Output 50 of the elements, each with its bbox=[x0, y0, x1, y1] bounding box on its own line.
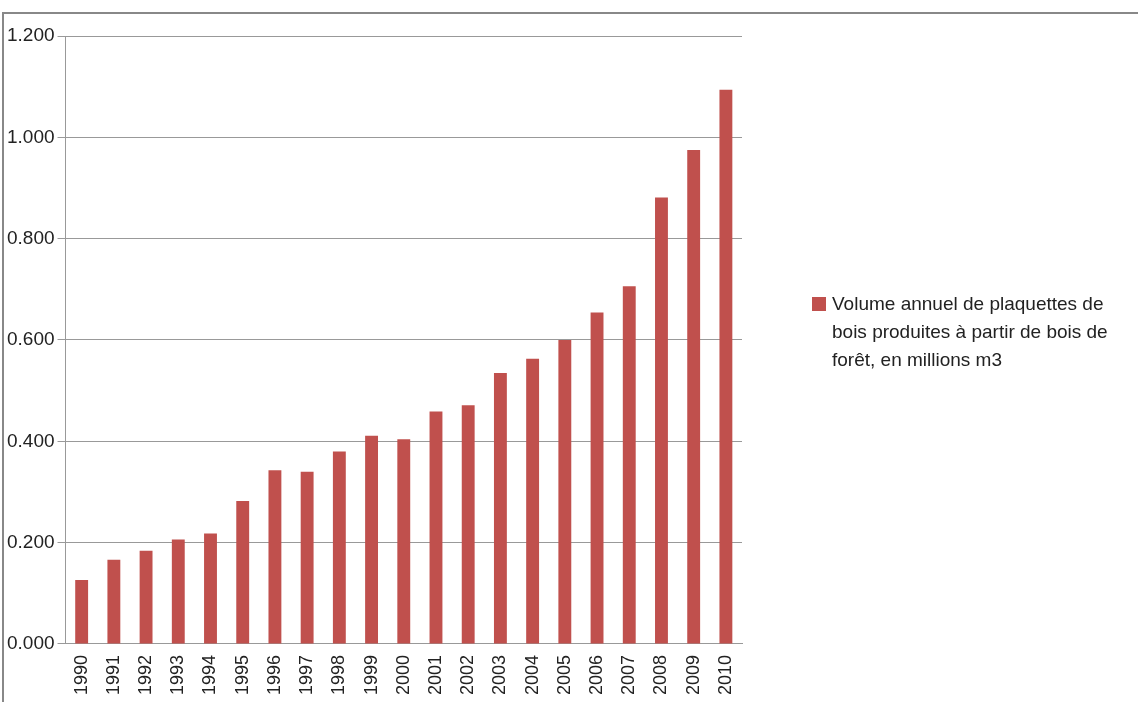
y-tick-label: 0.000 bbox=[7, 632, 55, 654]
bar bbox=[590, 312, 604, 644]
bar bbox=[397, 439, 411, 644]
x-tick-label: 1995 bbox=[231, 654, 252, 695]
x-tick-label: 1994 bbox=[199, 654, 220, 695]
x-tick-label: 1990 bbox=[70, 654, 91, 695]
bar bbox=[107, 559, 121, 644]
bar bbox=[461, 405, 475, 644]
x-tick-label: 2006 bbox=[586, 654, 607, 695]
y-tick-label: 1.200 bbox=[7, 24, 55, 46]
x-tick-label: 1996 bbox=[263, 654, 284, 695]
bar bbox=[332, 451, 346, 644]
y-tick-label: 1.000 bbox=[7, 125, 55, 147]
x-tick-label: 2002 bbox=[457, 654, 478, 695]
x-tick-label: 2005 bbox=[553, 654, 574, 695]
bar bbox=[429, 411, 443, 644]
bar bbox=[75, 580, 89, 644]
y-tick-label: 0.800 bbox=[7, 226, 55, 248]
bar bbox=[558, 339, 572, 644]
bar bbox=[622, 286, 636, 644]
bar bbox=[365, 435, 378, 644]
x-tick-label: 1992 bbox=[135, 654, 156, 695]
bar bbox=[493, 372, 507, 644]
x-tick-label: 2003 bbox=[489, 654, 510, 695]
x-tick-label: 2008 bbox=[650, 654, 671, 695]
bar bbox=[171, 539, 185, 644]
x-tick-label: 2010 bbox=[714, 654, 735, 695]
x-tick-label: 1997 bbox=[296, 654, 317, 695]
bar bbox=[268, 470, 282, 644]
legend-label: Volume annuel de plaquettes de bois produites à partir de bois de forêt, en millions m3 bbox=[832, 292, 1109, 372]
x-tick-label: 1998 bbox=[328, 654, 349, 695]
x-tick-label: 1993 bbox=[167, 654, 188, 695]
bar bbox=[204, 533, 217, 644]
y-tick-label: 0.600 bbox=[7, 328, 55, 350]
x-tick-label: 2004 bbox=[521, 654, 542, 695]
x-tick-label: 1999 bbox=[360, 654, 381, 695]
bar bbox=[300, 471, 314, 644]
y-tick-label: 0.400 bbox=[7, 429, 55, 451]
bar bbox=[236, 501, 250, 644]
x-tick-label: 2001 bbox=[424, 654, 445, 695]
bar bbox=[139, 550, 153, 644]
x-tick-label: 1991 bbox=[102, 654, 123, 695]
bar bbox=[687, 149, 701, 644]
bar bbox=[526, 358, 540, 644]
bar bbox=[719, 89, 733, 644]
x-tick-label: 2000 bbox=[392, 654, 413, 695]
bar bbox=[655, 197, 668, 644]
y-tick-label: 0.200 bbox=[7, 530, 55, 552]
x-tick-label: 2009 bbox=[682, 654, 703, 695]
x-tick-label: 2007 bbox=[618, 654, 639, 695]
